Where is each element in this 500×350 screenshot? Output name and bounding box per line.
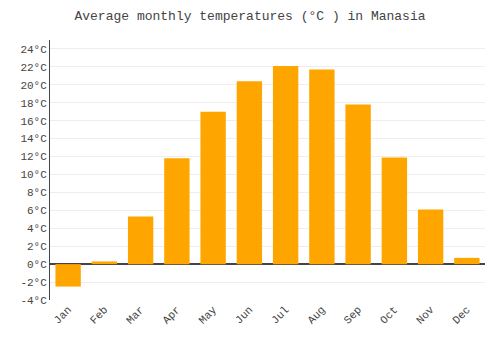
svg-text:20°C: 20°C [20, 80, 47, 92]
svg-text:10°C: 10°C [20, 169, 47, 181]
svg-text:Apr: Apr [160, 304, 182, 326]
svg-text:Dec: Dec [450, 304, 472, 326]
svg-text:6°C: 6°C [27, 205, 47, 217]
svg-text:Nov: Nov [414, 304, 437, 327]
svg-text:-4°C: -4°C [20, 295, 47, 307]
svg-text:4°C: 4°C [27, 223, 47, 235]
svg-text:12°C: 12°C [20, 151, 47, 163]
svg-text:18°C: 18°C [20, 98, 47, 110]
svg-text:22°C: 22°C [20, 62, 47, 74]
svg-text:Feb: Feb [88, 304, 110, 326]
svg-text:14°C: 14°C [20, 133, 47, 145]
svg-text:Aug: Aug [305, 304, 327, 326]
svg-text:0°C: 0°C [27, 259, 47, 271]
svg-text:24°C: 24°C [20, 44, 47, 56]
svg-text:2°C: 2°C [27, 241, 47, 253]
svg-text:-2°C: -2°C [20, 277, 47, 289]
svg-text:Oct: Oct [378, 304, 400, 326]
svg-text:Jul: Jul [269, 304, 291, 326]
svg-text:8°C: 8°C [27, 187, 47, 199]
svg-text:Jan: Jan [52, 304, 74, 326]
svg-text:Jun: Jun [233, 304, 255, 326]
svg-text:May: May [197, 304, 220, 327]
svg-text:16°C: 16°C [20, 116, 47, 128]
svg-text:Sep: Sep [342, 304, 364, 326]
svg-text:Mar: Mar [124, 304, 146, 326]
svg-text:Average monthly temperatures (: Average monthly temperatures (°C ) in Ma… [74, 9, 425, 24]
